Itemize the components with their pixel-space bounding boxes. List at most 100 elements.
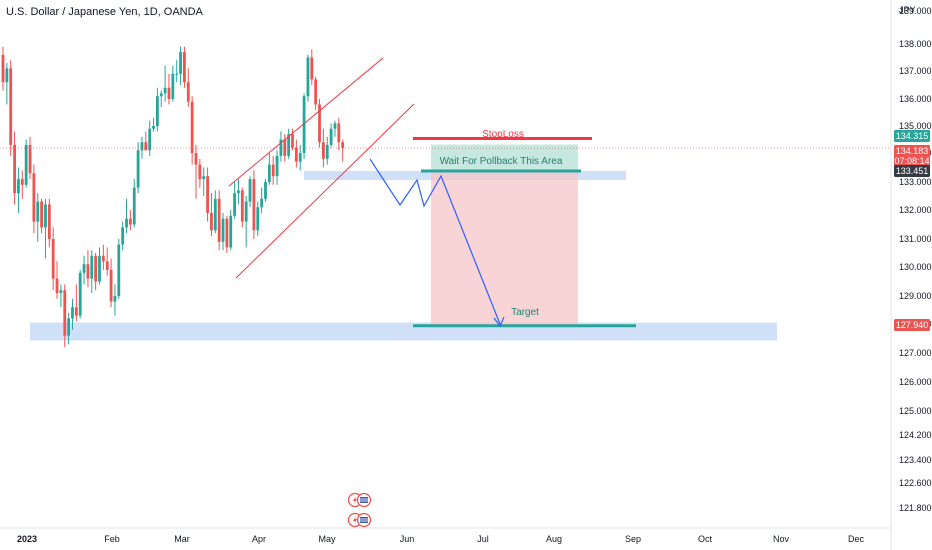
- price-tick-label: 131.000: [899, 234, 932, 244]
- candle-body: [20, 179, 24, 185]
- price-tag-label: 133.451: [896, 166, 929, 176]
- candle-body: [225, 218, 229, 248]
- candle-body: [206, 176, 209, 213]
- candle-body: [294, 147, 298, 162]
- time-axis[interactable]: 2023 Feb Mar Apr May Jun Jul Aug Sep Oct Nov Dec: [0, 527, 891, 544]
- candle-body: [306, 57, 310, 97]
- candle-body: [260, 198, 264, 208]
- candle-body: [1, 54, 5, 83]
- candle-body: [109, 269, 113, 302]
- candle-body: [298, 153, 302, 162]
- candle-body: [90, 255, 94, 279]
- support-zone-lower: [30, 322, 777, 341]
- candle-body: [47, 204, 51, 239]
- candle-body: [117, 244, 121, 296]
- candle-body: [240, 190, 244, 222]
- candle-body: [144, 142, 148, 151]
- candle-body: [152, 126, 155, 129]
- candle-body: [213, 198, 217, 231]
- price-tick-label: 121.800: [899, 503, 932, 513]
- candle-body: [71, 307, 74, 319]
- time-tick-label: Apr: [252, 534, 266, 544]
- price-tick-label: 133.000: [899, 177, 932, 187]
- candle-body: [248, 179, 252, 202]
- candle-body: [67, 318, 71, 336]
- drawings-layer: StopLoss Wait For Pollback This Area Targe…: [0, 57, 891, 328]
- candle-body: [28, 144, 32, 174]
- candle-body: [217, 198, 221, 242]
- candle-body: [198, 164, 202, 180]
- candles-layer: [1, 46, 345, 348]
- candle-body: [148, 128, 152, 151]
- time-tick-label: Mar: [174, 534, 190, 544]
- projected-path: [369, 158, 501, 325]
- wait-area-label: Wait For Pollback This Area: [440, 156, 563, 167]
- price-tick-label: 122.600: [899, 478, 932, 488]
- candle-body: [202, 176, 206, 180]
- candle-body: [229, 215, 233, 248]
- price-tick-label: 136.000: [899, 94, 932, 104]
- risk-box: [431, 168, 578, 326]
- candle-body: [194, 153, 198, 165]
- candle-body: [121, 227, 125, 245]
- candle-body: [302, 96, 306, 153]
- candle-body: [252, 179, 256, 231]
- candle-body: [279, 139, 283, 156]
- candle-body: [171, 73, 175, 99]
- candle-body: [256, 207, 260, 231]
- candle-body: [333, 123, 337, 129]
- time-tick-label: Aug: [546, 534, 562, 544]
- flag-glyph: [360, 497, 368, 503]
- candle-body: [55, 278, 59, 294]
- candle-body: [24, 144, 28, 185]
- price-tick-label: 129.000: [899, 291, 932, 301]
- candle-body: [94, 255, 98, 282]
- events-layer: [347, 492, 372, 528]
- candle-body: [318, 104, 321, 143]
- candle-body: [74, 307, 78, 316]
- price-tag-label: 127.940: [896, 320, 929, 330]
- candle-body: [86, 264, 90, 279]
- symbol-title: U.S. Dollar / Japanese Yen, 1D, OANDA: [6, 6, 203, 18]
- price-tick-label: 127.000: [899, 348, 932, 358]
- time-tick-label: Dec: [848, 534, 865, 544]
- candle-body: [210, 212, 213, 231]
- time-tick-label: Nov: [773, 534, 790, 544]
- candle-body: [244, 201, 248, 222]
- event-flag-icon: [356, 492, 372, 508]
- candle-body: [264, 182, 267, 199]
- price-tag-box: [894, 319, 930, 331]
- path-arrowhead: [493, 316, 505, 328]
- price-axis[interactable]: 121.800 122.600 123.400 124.200 125.000 126.0…: [890, 0, 932, 550]
- price-tick-label: 125.000: [899, 406, 932, 416]
- candle-body: [325, 144, 329, 159]
- price-tag-label: 134.315: [896, 131, 929, 141]
- time-tick-label: Jul: [477, 534, 489, 544]
- candle-body: [5, 68, 9, 83]
- candle-body: [287, 134, 291, 156]
- candle-body: [128, 218, 132, 225]
- candle-body: [190, 101, 194, 153]
- candle-body: [132, 187, 136, 225]
- candle-body: [9, 68, 13, 145]
- candle-body: [310, 57, 314, 80]
- price-tick-label: 138.000: [899, 39, 932, 49]
- reward-box: [431, 144, 578, 169]
- price-tick-label: 139.000: [899, 6, 932, 16]
- time-tick-label: Feb: [104, 534, 120, 544]
- candle-body: [179, 52, 182, 74]
- price-tag-label: 134.183: [896, 146, 929, 156]
- time-tick-label: 2023: [17, 534, 37, 544]
- channel-lower-line: [235, 103, 415, 279]
- candle-body: [32, 173, 36, 222]
- channel-upper-line: [228, 57, 384, 187]
- candle-body: [156, 96, 159, 126]
- candle-body: [341, 142, 345, 149]
- candle-body: [82, 264, 86, 273]
- target-label: Target: [511, 307, 539, 318]
- time-tick-label: Jun: [400, 534, 415, 544]
- flag-glyph: [360, 517, 368, 523]
- candle-body: [140, 142, 144, 151]
